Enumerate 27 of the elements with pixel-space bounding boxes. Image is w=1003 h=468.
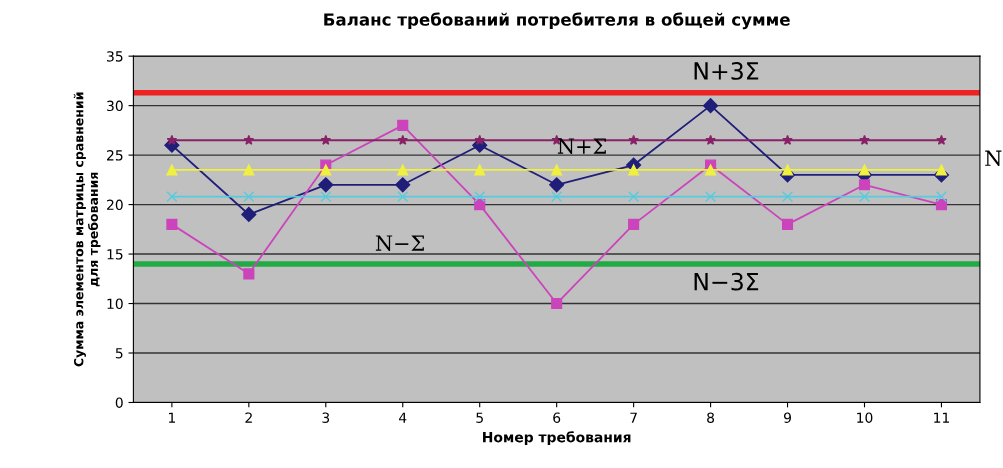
- y-tick-label: 30: [107, 100, 123, 112]
- y-tick-label: 15: [107, 249, 123, 260]
- y-tick-label: 35: [107, 51, 123, 62]
- x-tick-label: 11: [934, 412, 950, 423]
- y-tick-label: 10: [107, 298, 123, 310]
- x-tick-label: 2: [245, 412, 252, 423]
- x-tick-label: 6: [553, 412, 561, 423]
- y-axis-title: Сумма элементов матрицы сравнений для требования: [73, 92, 101, 367]
- annotation: N+Σ: [557, 138, 606, 154]
- y-tick-label: 25: [107, 150, 123, 161]
- annotation: N−Σ: [375, 235, 424, 251]
- x-axis-title: Номер требования: [483, 431, 631, 446]
- ref-line-label: N+3Σ: [694, 62, 759, 80]
- x-tick-label: 1: [168, 412, 176, 423]
- x-tick-label: 8: [707, 412, 715, 423]
- x-tick-label: 4: [399, 412, 407, 423]
- x-tick-label: 3: [322, 412, 330, 423]
- ref-line-label: N−3Σ: [694, 272, 759, 291]
- x-tick-label: 5: [476, 412, 483, 423]
- x-tick-label: 9: [783, 412, 791, 423]
- text: N: [985, 150, 1002, 167]
- x-tick-label: 7: [630, 412, 637, 423]
- chart-title: Баланс требований потребителя в общей сумме: [324, 12, 790, 30]
- y-tick-label: 5: [115, 348, 123, 359]
- y-tick-label: 20: [107, 199, 123, 211]
- y-tick-label: 0: [115, 397, 123, 408]
- x-tick-label: 10: [857, 412, 873, 423]
